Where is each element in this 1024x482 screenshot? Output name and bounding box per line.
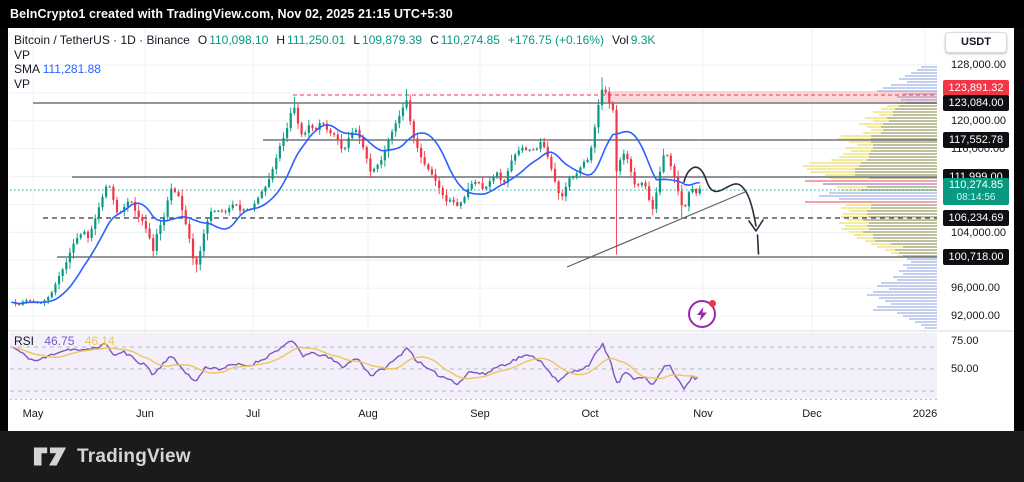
change-value: +176.75 (+0.16%) [507,33,604,47]
indicator-vp-1[interactable]: VP [14,47,31,62]
symbol-title[interactable]: Bitcoin / TetherUS · 1D · Binance [14,33,190,47]
sma-label: SMA [14,62,40,76]
time-axis-label-dec: Dec [802,408,822,420]
symbol-ohlc-row[interactable]: Bitcoin / TetherUS · 1D · Binance O 110,09… [14,33,657,48]
footer-bar: TradingView [0,431,1024,482]
watermark-text: BeInCrypto1 created with TradingView.com… [10,7,453,21]
price-scale-label: 104,000.00 [951,227,1007,239]
low-label: L [353,33,361,47]
price-scale-axis[interactable]: USDT 128,000.00 120,000.00 116,000.00 104,0… [940,28,1014,431]
time-axis-label-aug: Aug [358,408,378,420]
price-badge: 117,552.78 [943,132,1009,148]
time-axis-label-2026: 2026 [912,408,938,420]
close-label: C [430,33,439,47]
notification-dot [709,300,716,307]
rsi-label: RSI [14,334,35,348]
price-badge: 100,718.00 [943,249,1009,265]
time-scale-axis[interactable]: May Jun Jul Aug Sep Oct Nov Dec 2026 [8,400,1014,431]
price-scale-label: 120,000.00 [951,115,1007,127]
close-value: 110,274.85 [440,33,500,47]
time-axis-label-nov: Nov [693,408,713,420]
open-label: O [197,33,208,47]
tradingview-brand-text[interactable]: TradingView [77,445,191,467]
high-value: 111,250.01 [287,33,346,47]
price-scale-label: 50.00 [951,363,979,375]
price-badge: 110,274.85 08:14:56 [943,177,1009,205]
watermark-bar: BeInCrypto1 created with TradingView.com… [0,0,1024,28]
time-axis-label-oct: Oct [581,408,599,420]
price-badge: 106,234.69 [943,210,1009,226]
indicator-vp-2[interactable]: VP [14,76,31,91]
price-badge: 123,891.32 [943,80,1009,96]
currency-toggle-button[interactable]: USDT [945,32,1007,53]
price-scale-label: 96,000.00 [951,282,1000,294]
low-value: 109,879.39 [362,33,423,47]
time-axis-label-sep: Sep [470,408,490,420]
indicator-sma[interactable]: SMA 111,281.88 [14,62,657,77]
time-axis-label-jun: Jun [136,408,154,420]
high-label: H [276,33,286,47]
chart-legend: Bitcoin / TetherUS · 1D · Binance O 110,09… [14,33,657,91]
rsi-ma-value: 46.14 [84,334,115,348]
rsi-value: 46.75 [44,334,75,348]
price-scale-label: 92,000.00 [951,310,1000,322]
time-axis-label-may: May [22,408,44,420]
flash-event-icon[interactable] [688,300,716,328]
rsi-legend[interactable]: RSI 46.75 46.14 [14,334,122,348]
sma-value: 111,281.88 [42,62,101,76]
time-axis-label-jul: Jul [245,408,261,420]
open-value: 110,098.10 [209,33,269,47]
price-scale-label: 75.00 [951,335,979,347]
countdown-timer: 08:14:56 [956,191,996,203]
lightning-bolt-icon [697,307,707,321]
volume-label: Vol [612,33,629,47]
price-badge: 123,084.00 [943,95,1009,111]
tradingview-logo-icon[interactable] [33,444,67,470]
volume-value: 9.3K [630,33,656,47]
price-scale-label: 128,000.00 [951,59,1007,71]
